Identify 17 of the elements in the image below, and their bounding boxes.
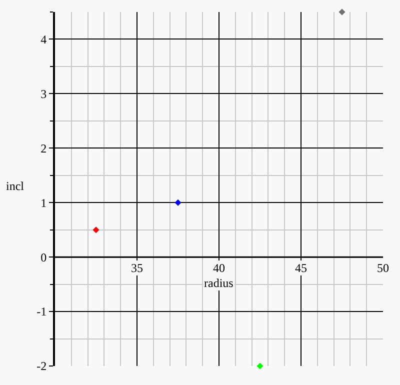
x-tick-label: 45 [295,261,307,275]
x-tick-label: 35 [131,261,143,275]
x-axis-title: radius [204,276,234,290]
y-tick-label: 4 [40,32,47,46]
y-tick-label: 0 [40,250,47,264]
point [256,362,264,370]
x-tick-label: 50 [377,261,389,275]
y-axis-title: incl [6,179,25,193]
point [92,226,100,234]
y-tick-label: 2 [40,141,47,156]
x-tick-label: 40 [213,261,225,275]
y-tick-label: 1 [40,196,47,210]
y-tick-label: -2 [36,359,47,374]
point [338,8,346,16]
point [174,199,182,206]
y-tick-label: 3 [40,86,47,101]
y-tick-label: -1 [36,304,47,319]
